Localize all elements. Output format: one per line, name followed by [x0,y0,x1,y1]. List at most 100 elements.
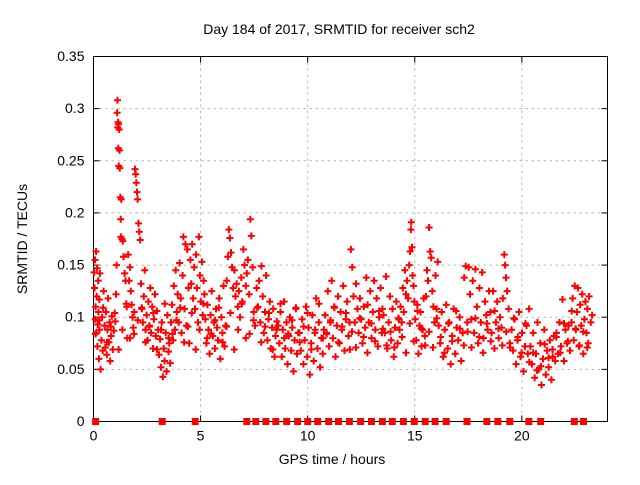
data-point [552,333,560,341]
data-point [121,269,129,277]
zero-marker [525,418,533,425]
data-point [568,307,576,315]
data-point [166,359,174,367]
data-point [500,251,508,259]
data-point [168,301,176,309]
data-point [566,347,574,355]
data-point [411,315,419,323]
data-point [396,326,403,334]
data-point [119,237,127,245]
y-tick-label: 0.1 [65,309,85,325]
data-point [161,300,169,308]
data-point [163,367,170,375]
y-tick-label: 0 [77,413,85,429]
data-point [271,353,278,361]
data-point [460,274,468,282]
zero-marker [463,418,471,425]
data-point [117,195,125,203]
data-point [101,322,109,330]
data-point [421,332,429,340]
data-point [495,325,502,333]
data-point [356,314,364,322]
data-point [564,337,572,345]
y-axis-label: SRMTID / TECUs [14,184,30,294]
zero-marker [304,418,312,425]
data-point [434,258,442,266]
data-point [269,305,277,313]
data-point [165,334,173,342]
data-point [477,318,485,326]
data-point [368,334,375,342]
data-point [380,311,387,319]
data-point [314,345,321,352]
data-point [529,349,537,357]
data-point [113,261,121,269]
data-point [451,350,459,358]
data-point [390,344,398,351]
zero-marker [410,418,418,425]
data-point [190,263,198,271]
data-point [298,315,306,323]
data-point [94,321,102,328]
data-point [438,308,446,316]
data-point [364,301,372,309]
data-point [576,301,584,309]
data-point [96,326,103,334]
data-point [226,309,234,317]
data-point [129,313,136,321]
data-point [215,294,223,302]
data-point [284,330,292,338]
data-point [306,371,314,379]
zero-marker [537,418,545,425]
data-point [474,339,482,347]
data-point [287,347,295,355]
data-point [302,303,310,311]
zero-marker [357,418,365,425]
data-point [153,307,161,315]
data-point [95,296,103,303]
data-point [481,298,489,306]
data-point [94,277,102,285]
data-point [300,323,308,331]
data-point [167,318,175,326]
data-point [512,360,520,368]
data-point [111,309,119,317]
data-point [572,325,580,333]
data-point [441,349,448,357]
data-point [324,287,332,295]
x-axis-label: GPS time / hours [279,451,386,467]
data-point [273,326,281,334]
data-point [114,96,121,104]
data-point [508,326,516,334]
data-point [383,341,391,349]
data-point [130,308,138,316]
data-point [169,330,176,338]
data-point [141,266,149,274]
data-point [97,365,105,373]
data-point [272,332,279,340]
data-point [334,292,342,300]
zero-marker [345,418,353,425]
data-point [366,287,374,295]
data-point [517,353,524,361]
data-point [296,329,303,337]
data-point [343,298,351,306]
data-point [135,228,143,236]
data-point [242,282,250,290]
data-point [456,325,464,333]
data-point [475,284,483,292]
data-point [560,320,568,327]
data-point [134,316,142,324]
data-point [522,320,529,327]
data-point [115,346,123,353]
data-point [321,311,329,319]
data-point [225,226,233,234]
data-point [541,340,549,348]
zero-marker [580,418,587,425]
data-point [107,332,115,340]
data-point [473,303,481,311]
data-point [371,326,379,334]
gridlines [93,56,608,422]
data-point [253,304,261,312]
